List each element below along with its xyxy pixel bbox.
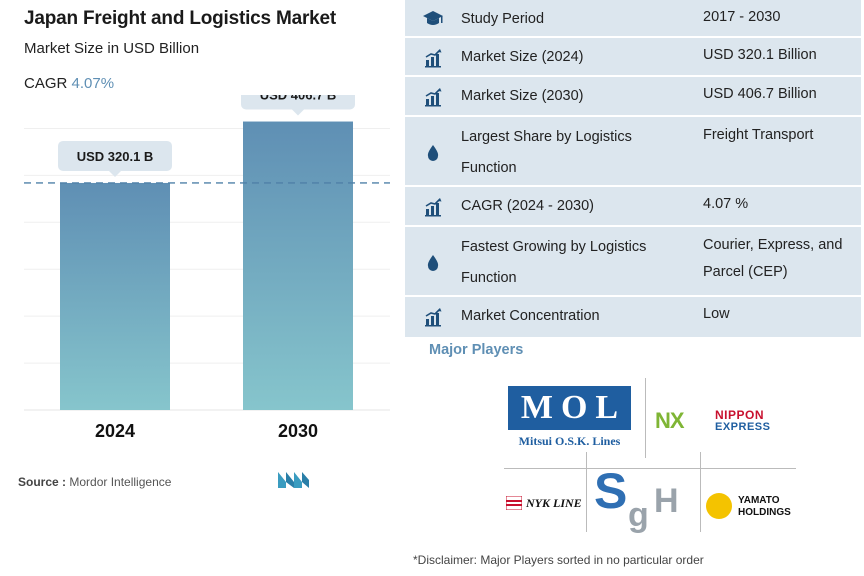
row-label: Study Period	[461, 11, 545, 27]
value-label: USD 406.7 B	[260, 95, 337, 103]
disclaimer: *Disclaimer: Major Players sorted in no …	[413, 553, 704, 567]
sgh-logo-mark-s: S	[594, 463, 627, 519]
mol-logo-name: Mitsui O.S.K. Lines	[518, 434, 621, 448]
table-row: CAGR (2024 - 2030) 4.07 %	[405, 187, 861, 227]
yamato-logo-line2: HOLDINGS	[738, 507, 791, 518]
yamato-logo-line1: YAMATO	[738, 495, 780, 506]
chart-title: Japan Freight and Logistics Market	[24, 8, 337, 29]
major-players-logos: MOL Mitsui O.S.K. Lines NX NIPPON EXPRES…	[500, 376, 800, 536]
row-value: 4.07 %	[703, 196, 749, 212]
table-row: Market Concentration Low	[405, 297, 861, 337]
sgh-logo: S g H	[594, 463, 679, 534]
logo-divider	[645, 378, 646, 458]
mol-logo: MOL Mitsui O.S.K. Lines	[508, 386, 631, 450]
nyk-flag-icon	[506, 496, 522, 510]
nx-logo-line1: NIPPON	[715, 408, 765, 422]
major-players-heading: Major Players	[429, 342, 524, 358]
row-value: USD 320.1 Billion	[703, 47, 817, 63]
value-label-box	[241, 95, 355, 110]
row-value: 2017 - 2030	[703, 9, 781, 25]
graduation-cap-icon	[423, 11, 443, 25]
table-row: Market Size (2030) USD 406.7 Billion	[405, 77, 861, 117]
x-tick-labels: 2024 2030	[95, 421, 318, 441]
sgh-logo-mark-h: H	[654, 482, 679, 520]
sgh-logo-mark-g: g	[628, 496, 649, 534]
row-value: USD 406.7 Billion	[703, 86, 817, 102]
growth-chart-icon	[425, 198, 442, 217]
value-label: USD 320.1 B	[77, 149, 154, 164]
value-label-box	[58, 140, 172, 171]
bars	[60, 121, 353, 411]
growth-chart-icon	[425, 48, 442, 67]
nippon-express-logo: NX NIPPON EXPRESS	[655, 406, 780, 436]
nyk-logo: NYK LINE	[506, 494, 584, 514]
bar-2030	[243, 121, 353, 411]
bar-2024	[60, 182, 170, 410]
row-label: Fastest Growing by Logistics Function	[461, 239, 647, 286]
yamato-logo: YAMATO HOLDINGS	[706, 492, 796, 522]
row-label: CAGR (2024 - 2030)	[461, 198, 594, 214]
row-label: Market Concentration	[461, 308, 600, 324]
bar-chart: USD 320.1 B USD 406.7 B 2024 2030	[24, 95, 390, 441]
nx-logo-mark: NX	[655, 408, 685, 433]
value-label-pointer	[109, 170, 121, 177]
value-labels: USD 320.1 B USD 406.7 B	[58, 95, 355, 177]
droplet-icon	[427, 145, 439, 161]
source-note: Source : Mordor Intelligence	[18, 475, 171, 489]
cagr-label: CAGR	[24, 75, 68, 92]
row-label: Largest Share by Logistics Function	[461, 129, 632, 176]
x-tick-label: 2024	[95, 421, 135, 441]
source-value: Mordor Intelligence	[69, 475, 172, 489]
growth-chart-icon	[425, 88, 442, 107]
table-row: Market Size (2024) USD 320.1 Billion	[405, 38, 861, 77]
row-value: Freight Transport	[703, 127, 814, 143]
yamato-cat-icon	[706, 493, 732, 519]
nx-logo-line2: EXPRESS	[715, 421, 771, 433]
x-tick-label: 2030	[278, 421, 318, 441]
value-label-pointer	[292, 109, 304, 116]
row-label: Market Size (2030)	[461, 88, 584, 104]
mol-logo-mark: MOL	[520, 389, 627, 426]
mordor-logo-icon	[278, 472, 309, 488]
nyk-logo-text: NYK LINE	[526, 496, 582, 510]
source-label: Source :	[18, 475, 67, 489]
droplet-icon	[427, 255, 439, 271]
table-row: Largest Share by Logistics Function Freig…	[405, 117, 861, 187]
market-summary-table: Study Period 2017 - 2030 Market Size (2024…	[405, 0, 861, 337]
row-label: Market Size (2024)	[461, 49, 584, 65]
row-value: Low	[703, 306, 730, 322]
table-row: Fastest Growing by Logistics Function Cou…	[405, 227, 861, 297]
chart-subtitle: Market Size in USD Billion	[24, 40, 200, 57]
growth-chart-icon	[425, 308, 442, 327]
logo-divider	[504, 468, 796, 469]
cagr-line: CAGR 4.07%	[24, 75, 114, 92]
logo-divider	[586, 452, 587, 532]
cagr-value: 4.07%	[71, 75, 115, 92]
table-row: Study Period 2017 - 2030	[405, 0, 861, 38]
row-value: Courier, Express, and Parcel (CEP)	[703, 237, 843, 280]
logo-divider	[700, 452, 701, 532]
